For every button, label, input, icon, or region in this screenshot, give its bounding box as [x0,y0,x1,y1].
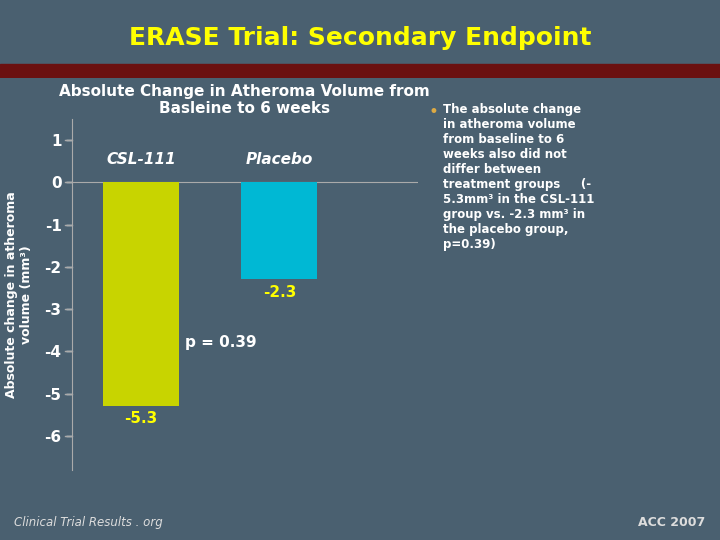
Text: Absolute Change in Atheroma Volume from
Basleine to 6 weeks: Absolute Change in Atheroma Volume from … [60,84,430,116]
Bar [241,182,318,280]
Text: Clinical Trial Results . org: Clinical Trial Results . org [14,516,163,529]
Text: CSL-111: CSL-111 [107,152,176,167]
Bar [0,64,720,78]
Text: ERASE Trial: Secondary Endpoint: ERASE Trial: Secondary Endpoint [129,25,591,50]
Text: ACC 2007: ACC 2007 [639,516,706,529]
Y-axis label: Absolute change in atheroma
volume (mm³): Absolute change in atheroma volume (mm³) [5,191,33,397]
Text: Placebo: Placebo [246,152,313,167]
Text: •: • [428,103,438,120]
Text: p = 0.39: p = 0.39 [186,335,257,350]
Bar [103,182,179,407]
Text: -2.3: -2.3 [263,285,296,300]
Text: -5.3: -5.3 [125,411,158,427]
Text: The absolute change
in atheroma volume
from baseline to 6
weeks also did not
dif: The absolute change in atheroma volume f… [443,103,594,251]
